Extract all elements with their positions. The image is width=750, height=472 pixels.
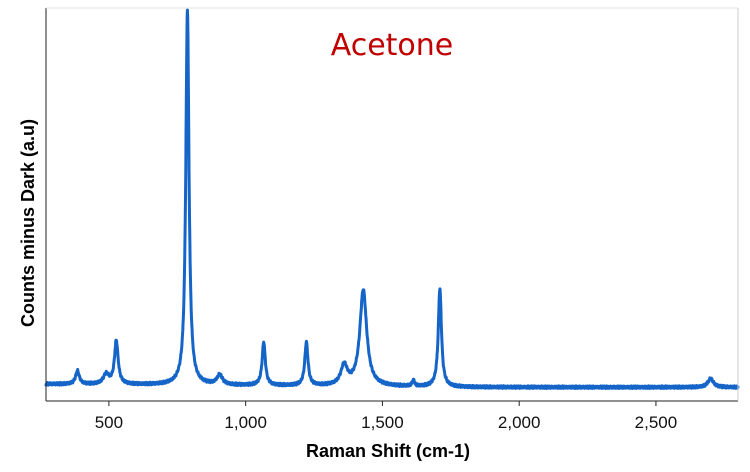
x-axis-ticks: 500 1,000 1,500 2,000 2,500 (95, 401, 677, 432)
chart-title: Acetone (331, 28, 454, 63)
x-tick-label: 500 (95, 413, 123, 432)
plot-area (46, 8, 738, 401)
x-tick-label: 2,000 (498, 413, 541, 432)
acetone-spectrum-line (44, 8, 740, 390)
y-axis-title: Counts minus Dark (a.u) (18, 119, 38, 327)
x-tick-label: 1,000 (224, 413, 267, 432)
plot-content (44, 8, 740, 390)
x-tick-label: 2,500 (635, 413, 678, 432)
x-tick-label: 1,500 (361, 413, 404, 432)
x-axis-title: Raman Shift (cm-1) (306, 441, 470, 461)
